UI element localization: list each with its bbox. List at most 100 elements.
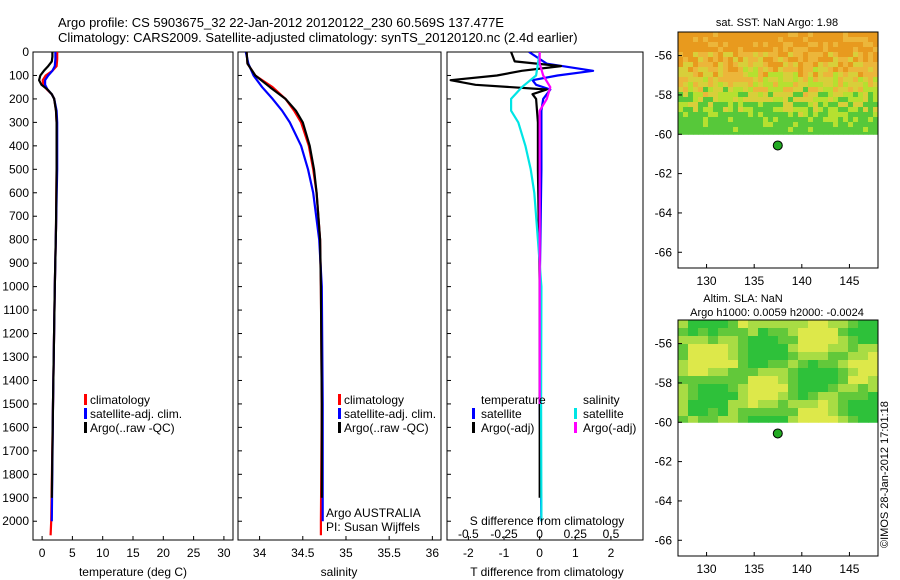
map-cell — [728, 102, 734, 108]
map-cell — [688, 82, 694, 88]
map-cell — [713, 62, 719, 68]
map-x-tick-label: 130 — [697, 562, 717, 576]
map-cell — [708, 57, 714, 63]
float-owner-line-2: PI: Susan Wijffels — [326, 520, 420, 534]
map-cell — [848, 408, 859, 417]
map-cell — [803, 92, 809, 98]
series-group — [449, 52, 595, 522]
legend-label-argo: Argo(..raw -QC) — [344, 421, 429, 435]
map-cell — [753, 102, 759, 108]
map-cell — [793, 127, 799, 133]
map-cell — [693, 67, 699, 73]
map-cell — [678, 97, 684, 103]
map-cell — [788, 368, 799, 377]
map-cell — [863, 42, 869, 48]
map-cell — [778, 344, 789, 353]
map-cell — [798, 127, 804, 133]
map-cell — [688, 368, 699, 377]
map-cell — [808, 376, 819, 385]
map-cell — [838, 400, 849, 409]
map-cell — [858, 67, 864, 73]
map-cell — [808, 77, 814, 83]
map-cell — [738, 67, 744, 73]
x-tick-label: 0 — [536, 546, 543, 560]
map-cell — [753, 122, 759, 128]
map-cell — [848, 57, 854, 63]
map-cell — [758, 117, 764, 123]
map-cell — [873, 87, 879, 93]
map-cell — [718, 102, 724, 108]
depth-tick-label: 400 — [9, 139, 29, 153]
map-cell — [698, 320, 709, 329]
map-cell — [838, 107, 844, 113]
map-cell — [848, 416, 859, 423]
map-cell — [778, 392, 789, 401]
map-cell — [833, 42, 839, 48]
map-cell — [793, 112, 799, 118]
map-cell — [838, 47, 844, 53]
map-cell — [693, 32, 699, 38]
map-cell — [838, 67, 844, 73]
map-cell — [788, 107, 794, 113]
map-cell — [723, 77, 729, 83]
map-cell — [703, 42, 709, 48]
map-cell — [758, 384, 769, 393]
map-cell — [768, 344, 779, 353]
map-cell — [768, 376, 779, 385]
map-cell — [848, 52, 854, 58]
map-cell — [678, 32, 684, 38]
header-line-2: Climatology: CARS2009. Satellite-adjuste… — [58, 30, 578, 45]
map-cell — [868, 47, 874, 53]
map-cell — [808, 97, 814, 103]
map-cell — [858, 368, 869, 377]
map-cell — [688, 336, 699, 345]
map-cell — [833, 102, 839, 108]
map-cell — [733, 47, 739, 53]
map-cell — [738, 352, 749, 361]
map-cell — [783, 67, 789, 73]
map-cell — [688, 42, 694, 48]
map-cell — [818, 122, 824, 128]
map-x-tick-label: 135 — [744, 274, 764, 288]
map-cell — [863, 82, 869, 88]
map-cell — [728, 37, 734, 43]
map-cell — [768, 42, 774, 48]
map-cell — [863, 97, 869, 103]
map-cell — [778, 360, 789, 369]
x-tick-label: -1 — [499, 546, 510, 560]
map-cell — [798, 42, 804, 48]
map-y-tick-label: -58 — [655, 376, 673, 390]
map-cell — [768, 97, 774, 103]
map-cell — [828, 400, 839, 409]
x-tick-label: 35 — [339, 546, 353, 560]
map-cell — [768, 82, 774, 88]
map-cell — [778, 384, 789, 393]
legend-label-s-argo: Argo(-adj) — [583, 421, 636, 435]
x-tick-label: 30 — [217, 546, 231, 560]
map-cell — [813, 87, 819, 93]
map-cell — [868, 97, 874, 103]
map-cell — [723, 97, 729, 103]
map-cell — [688, 360, 699, 369]
map-cell — [718, 368, 729, 377]
map-cell — [768, 112, 774, 118]
map-cell — [813, 122, 819, 128]
map-cell — [763, 82, 769, 88]
map-cell — [693, 57, 699, 63]
map-cell — [768, 107, 774, 113]
legend-swatch-satellite — [338, 408, 341, 419]
map-cell — [808, 122, 814, 128]
map-cell — [848, 82, 854, 88]
map-cell — [733, 62, 739, 68]
map-cell — [783, 62, 789, 68]
map-cell — [753, 67, 759, 73]
map-cell — [798, 112, 804, 118]
map-cell — [708, 37, 714, 43]
map-y-tick-label: -62 — [655, 455, 673, 469]
map-cell — [683, 42, 689, 48]
map-cell — [748, 132, 754, 135]
map-cell — [863, 52, 869, 58]
map-cell — [678, 57, 684, 63]
map-cell — [738, 92, 744, 98]
x-tick-label: 5 — [69, 546, 76, 560]
